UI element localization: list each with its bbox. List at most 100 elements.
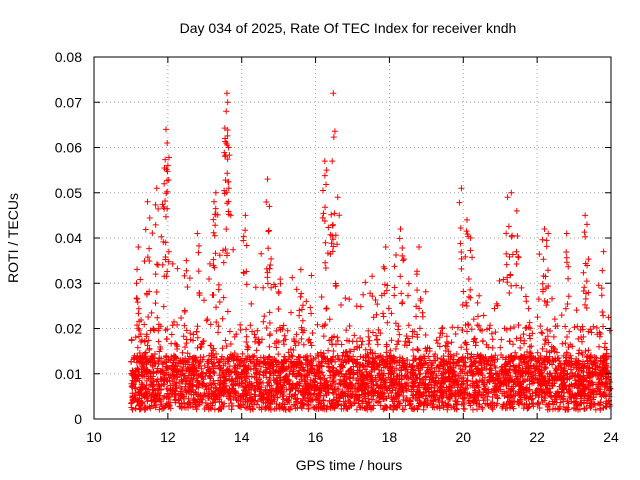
data-point (320, 187, 327, 194)
data-point (405, 322, 412, 329)
data-point (480, 312, 487, 319)
data-point (543, 237, 550, 244)
data-point (263, 324, 270, 331)
data-point (459, 302, 466, 309)
data-point (525, 305, 532, 312)
data-point (219, 345, 226, 352)
data-point (470, 316, 477, 323)
data-point (518, 284, 525, 291)
data-point (381, 290, 388, 297)
data-point (551, 316, 558, 323)
y-tick-label: 0.06 (55, 140, 82, 156)
data-point (149, 230, 156, 237)
data-point (168, 340, 175, 347)
data-point (296, 312, 303, 319)
data-point (193, 328, 200, 335)
data-point (163, 190, 170, 197)
data-point (153, 261, 160, 268)
data-point (375, 326, 382, 333)
data-point (573, 365, 580, 372)
data-point (183, 257, 190, 264)
data-point (260, 318, 267, 325)
data-point (243, 333, 250, 340)
data-point (436, 334, 443, 341)
data-point (190, 331, 197, 338)
data-point (194, 344, 201, 351)
data-point (565, 293, 572, 300)
data-point (544, 333, 551, 340)
data-point (338, 341, 345, 348)
data-point (563, 349, 570, 356)
data-point (395, 338, 402, 345)
data-point (422, 331, 429, 338)
data-point (162, 213, 169, 220)
data-point (337, 381, 344, 388)
data-point (461, 405, 468, 412)
data-point (331, 128, 338, 135)
data-point (510, 362, 517, 369)
data-point (200, 369, 207, 376)
data-point (513, 261, 520, 268)
data-point (183, 267, 190, 274)
data-point (222, 337, 229, 344)
data-point (178, 315, 185, 322)
data-point (562, 406, 569, 413)
data-point (399, 406, 406, 413)
data-point (211, 232, 218, 239)
data-point (330, 134, 337, 141)
data-point (383, 384, 390, 391)
data-point (602, 340, 609, 347)
data-point (506, 338, 513, 345)
data-point (163, 126, 170, 133)
data-point (549, 295, 556, 302)
data-point (545, 230, 552, 237)
y-tick-label: 0.02 (55, 321, 82, 337)
data-point (242, 212, 249, 219)
data-point (164, 188, 171, 195)
data-point (169, 387, 176, 394)
data-point (336, 380, 343, 387)
data-point (210, 256, 217, 263)
data-point (266, 320, 273, 327)
y-axis-label: ROTI / TECUs (5, 193, 21, 283)
data-point (438, 325, 445, 332)
data-point (298, 335, 305, 342)
data-point (565, 263, 572, 270)
data-point (209, 292, 216, 299)
data-point (563, 230, 570, 237)
data-point (414, 287, 421, 294)
data-point (285, 349, 292, 356)
data-point (195, 242, 202, 249)
data-point (266, 343, 273, 350)
data-point (152, 221, 159, 228)
data-point (382, 244, 389, 251)
data-point (469, 372, 476, 379)
data-point (406, 339, 413, 346)
data-point (544, 326, 551, 333)
data-point (150, 326, 157, 333)
data-point (541, 225, 548, 232)
data-point (180, 333, 187, 340)
data-point (591, 354, 598, 361)
data-point (224, 170, 231, 177)
data-point (240, 237, 247, 244)
data-point (392, 251, 399, 258)
data-point (433, 364, 440, 371)
data-point (146, 215, 153, 222)
data-point (515, 254, 522, 261)
data-point (321, 172, 328, 179)
data-point (268, 284, 275, 291)
data-point (152, 271, 159, 278)
data-point (563, 254, 570, 261)
data-point (468, 326, 475, 333)
data-point (563, 249, 570, 256)
data-point (351, 332, 358, 339)
data-point (293, 286, 300, 293)
data-point (544, 298, 551, 305)
data-point (398, 290, 405, 297)
data-point (277, 276, 284, 283)
data-point (317, 349, 324, 356)
data-point (211, 198, 218, 205)
data-point (308, 272, 315, 279)
data-point (261, 313, 268, 320)
